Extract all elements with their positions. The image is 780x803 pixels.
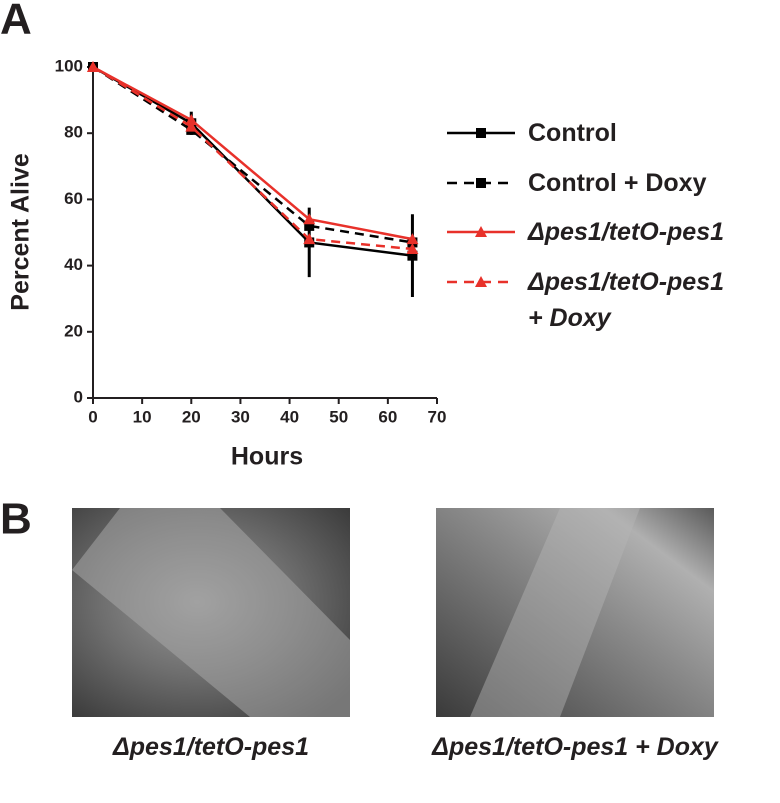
series-line [92,65,413,257]
legend-marker [475,276,487,287]
x-tick-label: 60 [378,407,397,426]
marker [303,233,316,245]
y-tick-label: 0 [74,387,83,406]
hypha-mass [72,508,350,717]
y-tick-label: 80 [64,123,83,142]
x-tick-label: 40 [280,407,299,426]
marker [303,213,316,225]
marker [87,61,99,72]
x-tick-label: 10 [133,407,152,426]
series-line [92,65,413,244]
legend-marker [476,178,486,188]
marker [185,120,198,132]
y-tick-label: 40 [64,255,83,274]
legend-label: Δpes1/tetO-pes1 [528,218,725,246]
legend-marker [476,128,486,138]
marker [406,243,419,255]
x-tick-label: 70 [428,407,447,426]
y-axis-title: Percent Alive [7,153,35,311]
y-tick-label: 20 [64,321,83,340]
hypha-mass [470,508,640,717]
legend-label: Control + Doxy [528,169,707,197]
x-axis-title: Hours [231,443,303,471]
image-caption: Δpes1/tetO-pes1 [112,733,310,761]
marker [406,233,419,245]
x-tick-label: 30 [231,407,250,426]
micrograph [436,508,714,717]
image-caption: Δpes1/tetO-pes1 + Doxy [432,733,718,761]
marker [185,113,198,125]
x-tick-label: 50 [329,407,348,426]
series-line [92,65,413,251]
x-tick-label: 20 [182,407,201,426]
legend-label: Δpes1/tetO-pes1 + Doxy [528,268,725,332]
panel-label: B [0,495,32,544]
legend-marker [475,226,487,237]
marker [304,220,315,231]
legend-label: Control [528,119,617,147]
y-tick-label: 60 [64,189,83,208]
panel-label: A [0,0,32,44]
series-line [92,65,413,241]
x-tick-label: 0 [88,407,97,426]
marker [407,250,418,261]
y-tick-label: 100 [55,56,83,75]
